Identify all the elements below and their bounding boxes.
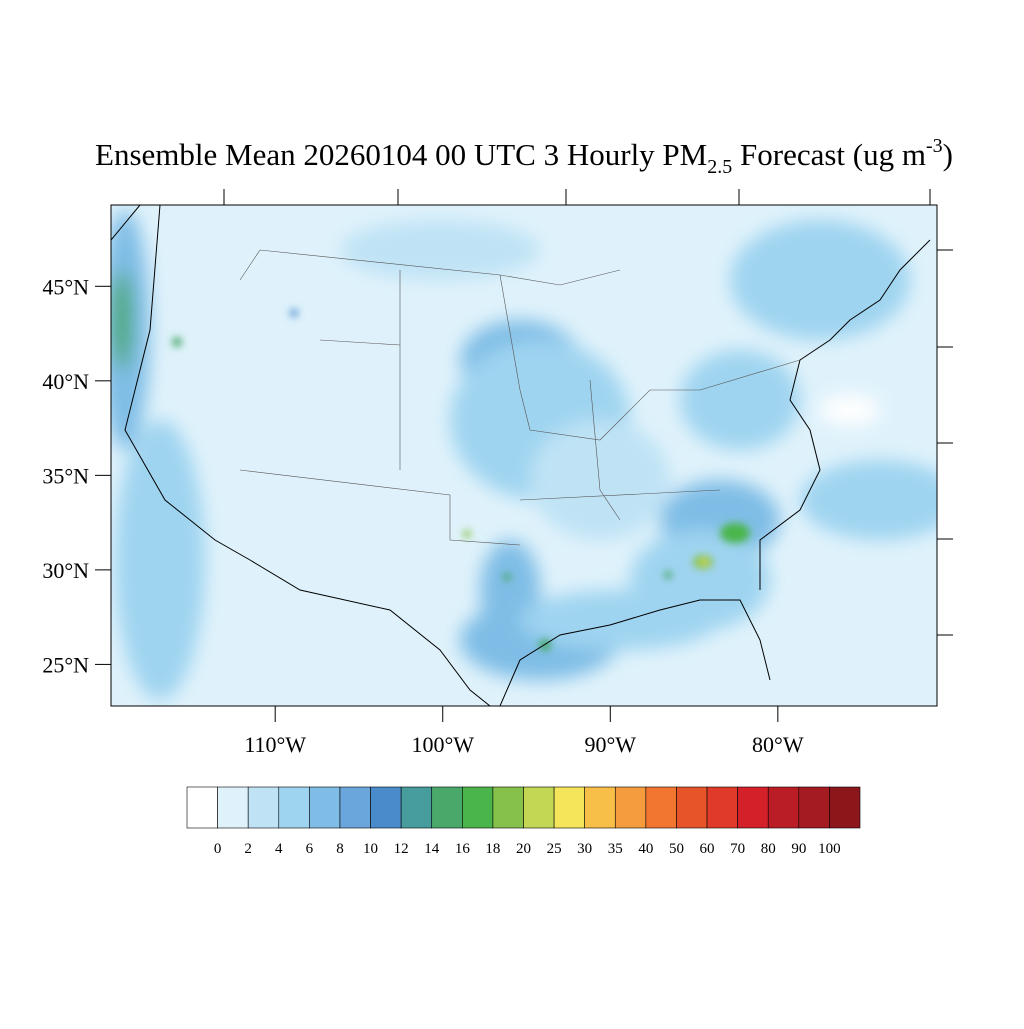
title-middle: Forecast (ug m (732, 137, 926, 172)
x-tick-label: 100°W (411, 732, 474, 757)
colorbar-label: 20 (516, 841, 531, 857)
map-frame (110, 204, 938, 707)
colorbar-box (829, 786, 861, 829)
y-tick-label: 35°N (42, 463, 89, 488)
colorbar-label: 40 (638, 841, 653, 857)
state-borders (239, 249, 801, 546)
colorbar-box (492, 786, 524, 829)
colorbar-box (676, 786, 708, 829)
colorbar-label: 35 (608, 841, 623, 857)
x-tick-label: 80°W (752, 732, 804, 757)
colorbar-label: 100 (818, 841, 841, 857)
colorbar-label: 50 (669, 841, 684, 857)
colorbar-label: 70 (730, 841, 745, 857)
title-end: ) (943, 137, 953, 172)
colorbar-box (584, 786, 616, 829)
colorbar-box (400, 786, 433, 829)
colorbar-label: 25 (547, 841, 562, 857)
colorbar-box (247, 786, 280, 829)
y-tick-label: 45°N (42, 274, 89, 299)
colorbar-label: 18 (485, 841, 500, 857)
colorbar-box (706, 786, 738, 829)
colorbar-box (370, 786, 402, 829)
x-tick-label: 110°W (244, 732, 306, 757)
colorbar-label: 4 (275, 841, 283, 857)
colorbar-label: 60 (700, 841, 715, 857)
colorbar-box (339, 786, 371, 829)
colorbar-label: 90 (791, 841, 806, 857)
colorbar-box (798, 786, 830, 829)
colorbar-label: 2 (244, 841, 252, 857)
y-tick-label: 40°N (42, 369, 89, 394)
colorbar-label: 16 (455, 841, 471, 857)
y-tick-label: 25°N (42, 652, 89, 677)
colorbar-label: 10 (363, 841, 378, 857)
colorbar-box (645, 786, 677, 829)
colorbar-box (431, 786, 463, 829)
colorbar-box (278, 786, 310, 829)
colorbar-box (309, 786, 341, 829)
colorbar-box (462, 786, 494, 829)
colorbar-label: 14 (424, 841, 440, 857)
x-tick-label: 90°W (585, 732, 637, 757)
colorbar-label: 0 (214, 841, 222, 857)
colorbar-label: 80 (761, 841, 776, 857)
colorbar-box (523, 786, 555, 829)
colorbar-label: 30 (577, 841, 592, 857)
field-hotspots (172, 309, 750, 651)
field-shading (111, 210, 937, 700)
colorbar-box (186, 786, 218, 829)
colorbar-box (553, 786, 585, 829)
colorbar-box (767, 786, 800, 829)
title-superscript: -3 (926, 135, 943, 157)
colorbar-box (217, 786, 249, 829)
coastline (111, 205, 931, 706)
title: Ensemble Mean 20260104 00 UTC 3 Hourly P… (95, 135, 953, 178)
colorbar-box (614, 786, 647, 829)
projected-ticks (223, 189, 953, 636)
colorbar-label: 6 (306, 841, 314, 857)
y-tick-label: 30°N (42, 558, 89, 583)
concentration-field (111, 205, 937, 706)
title-main: Ensemble Mean 20260104 00 UTC 3 Hourly P… (95, 137, 707, 172)
colorbar-label: 12 (394, 841, 409, 857)
title-subscript: 2.5 (707, 156, 732, 178)
colorbar-box (737, 786, 769, 829)
colorbar-label: 8 (336, 841, 344, 857)
